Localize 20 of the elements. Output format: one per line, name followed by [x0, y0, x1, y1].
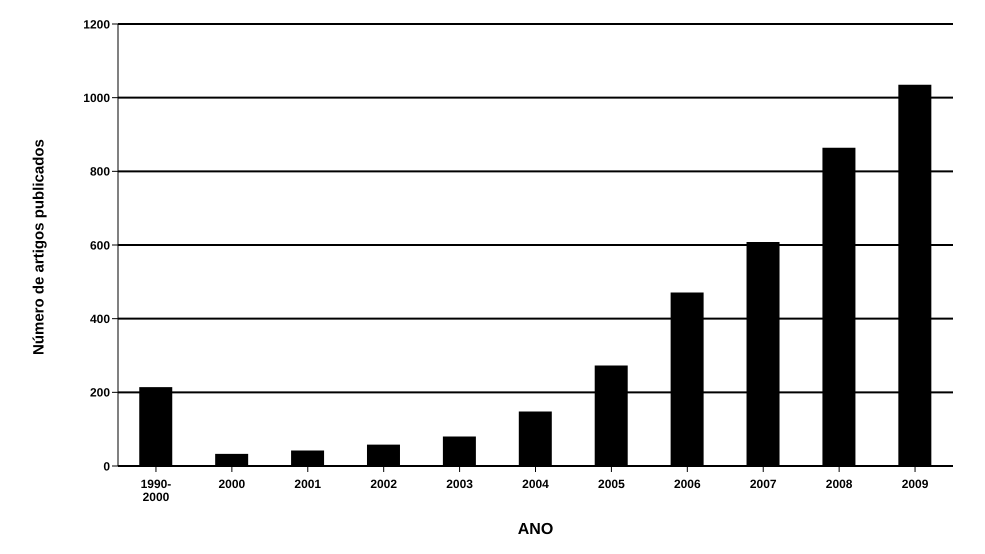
- x-tick-label: 2004: [522, 477, 550, 491]
- y-tick-label: 1200: [83, 17, 110, 32]
- y-tick-label: 400: [90, 312, 110, 326]
- x-tick-label: 2005: [598, 477, 626, 491]
- x-tick-label: 2000: [218, 477, 246, 491]
- x-tick-label: 2001: [294, 477, 322, 491]
- y-tick-label: 800: [90, 164, 110, 179]
- x-axis-title: ANO: [518, 521, 554, 538]
- y-tick-label: 200: [90, 386, 110, 400]
- y-tick-label: 0: [103, 459, 110, 474]
- x-tick-label: 2008: [826, 477, 853, 491]
- x-tick-label: 2002: [370, 477, 398, 491]
- y-axis-title: Número de artigos publicados: [30, 139, 48, 355]
- x-tick-label: 2003: [446, 477, 474, 491]
- x-tick-label: 2009: [902, 477, 929, 491]
- x-tick-label: 2006: [674, 477, 701, 491]
- y-tick-label: 600: [90, 238, 110, 252]
- y-tick-label: 1000: [83, 90, 110, 105]
- x-tick-label: 1990- 2000: [140, 477, 172, 504]
- x-tick-label: 2007: [750, 477, 777, 491]
